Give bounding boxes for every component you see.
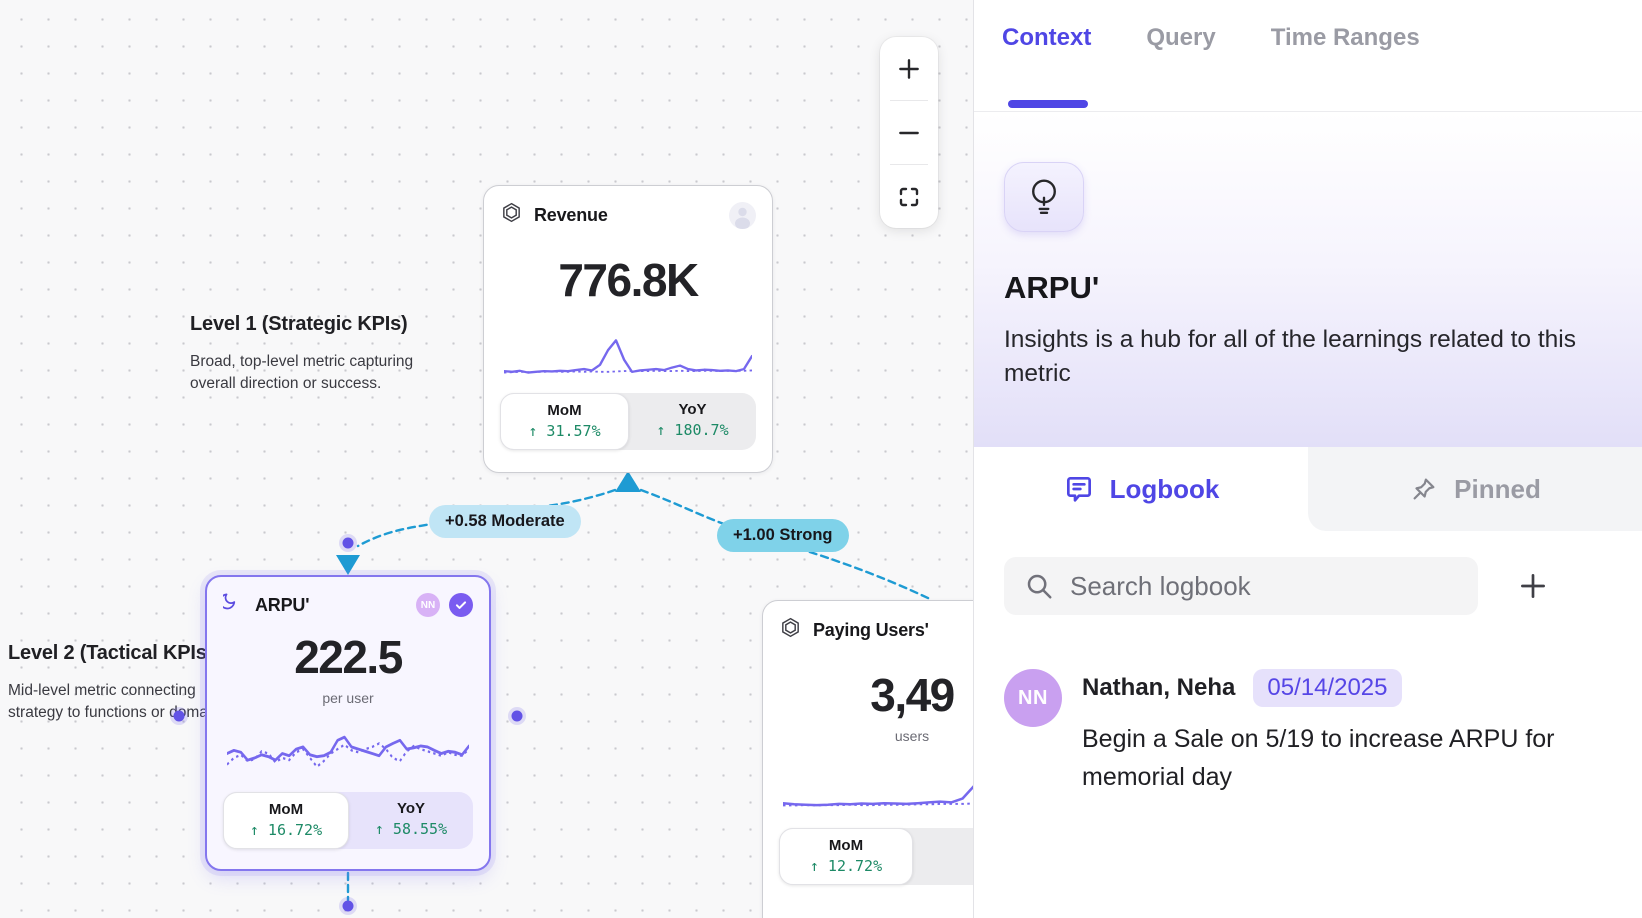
correlation-label-strong: +1.00 Strong	[717, 519, 849, 552]
card-title: ARPU'	[255, 594, 310, 615]
yoy-stat[interactable]: YoY ↑ 58.55%	[374, 800, 448, 838]
metric-title: ARPU'	[1004, 270, 1100, 305]
entry-text: Begin a Sale on 5/19 to increase ARPU fo…	[1082, 725, 1555, 791]
search-input[interactable]	[1070, 570, 1458, 602]
level1-annotation: Level 1 (Strategic KPIs) Broad, top-leve…	[190, 313, 435, 395]
card-title: Paying Users'	[813, 619, 929, 640]
entry-date-badge: 05/14/2025	[1253, 669, 1402, 707]
level2-title: Level 2 (Tactical KPIs)	[8, 642, 214, 664]
correlation-label-moderate: +0.58 Moderate	[429, 505, 581, 538]
mom-stat[interactable]: MoM ↑ 16.72%	[223, 792, 349, 849]
context-panel: Context Query Time Ranges ARPU' Insights…	[973, 0, 1642, 918]
metric-unit: users	[894, 728, 930, 744]
logbook-pinned-tabs: Logbook Pinned	[974, 447, 1642, 531]
entry-author: Nathan, Neha	[1082, 674, 1236, 701]
level2-description: Mid-level metric connecting strategy to …	[8, 682, 208, 721]
zoom-in-button[interactable]	[880, 37, 938, 100]
metric-value: 3,49	[870, 669, 955, 721]
level1-title: Level 1 (Strategic KPIs)	[190, 313, 408, 335]
hexagon-metric-icon	[500, 201, 523, 229]
stats-toggle: MoM ↑ 31.57% YoY ↑ 180.7%	[500, 393, 756, 450]
pin-icon	[1413, 478, 1435, 500]
crescent-moon-icon	[219, 592, 244, 618]
minus-icon	[899, 131, 919, 134]
tab-time-ranges[interactable]: Time Ranges	[1270, 24, 1420, 51]
tab-context[interactable]: Context	[1002, 24, 1092, 51]
metric-card-arpu[interactable]: ARPU' NN 222.5 per user MoM ↑ 16.72% YoY	[205, 575, 491, 871]
fit-view-button[interactable]	[880, 165, 938, 228]
divider	[890, 100, 928, 101]
tab-query[interactable]: Query	[1146, 24, 1216, 51]
owner-avatar-icon	[729, 201, 756, 229]
plus-icon	[1521, 574, 1545, 598]
logbook-comment-icon	[1066, 477, 1091, 502]
divider	[890, 164, 928, 165]
mom-stat[interactable]: MoM ↑ 12.72%	[779, 828, 913, 885]
metric-hero-section: ARPU' Insights is a hub for all of the l…	[974, 112, 1642, 447]
search-icon	[1027, 574, 1052, 599]
canvas-zoom-toolbar	[880, 37, 938, 228]
logbook-content: NN Nathan, Neha 05/14/2025 Begin a Sale …	[974, 531, 1642, 796]
hexagon-metric-icon	[779, 616, 802, 644]
tab-logbook[interactable]: Logbook	[974, 447, 1308, 531]
level1-description: Broad, top-level metric capturing overal…	[190, 353, 414, 392]
yoy-stat[interactable]: YoY ↑ 180.7%	[656, 401, 729, 439]
add-log-entry-button[interactable]	[1516, 569, 1550, 603]
metric-description: Insights is a hub for all of the learnin…	[1004, 326, 1576, 387]
metric-value: 222.5	[294, 631, 403, 683]
verified-badge-icon	[449, 593, 473, 617]
owner-initials-badge: NN	[416, 593, 440, 617]
zoom-out-button[interactable]	[880, 101, 938, 164]
edge-arrow-into-arpu	[336, 555, 360, 575]
mom-stat[interactable]: MoM ↑ 31.57%	[500, 393, 629, 450]
fullscreen-icon	[899, 187, 919, 206]
sparkline-chart	[502, 333, 754, 379]
metric-card-revenue[interactable]: Revenue 776.8K MoM ↑ 31.57% YoY ↑ 180.7%	[483, 185, 773, 473]
stats-toggle: MoM ↑ 12.72%	[779, 828, 1045, 885]
logbook-search[interactable]	[1004, 557, 1478, 615]
metric-tree-canvas[interactable]: +0.58 Moderate +1.00 Strong Level 1 (Str…	[0, 0, 1100, 918]
active-tab-underline	[1008, 100, 1088, 108]
edge-arrow-into-revenue	[615, 471, 641, 492]
tab-pinned[interactable]: Pinned	[1308, 447, 1642, 531]
entry-avatar: NN	[1004, 669, 1062, 727]
panel-tab-bar: Context Query Time Ranges	[974, 0, 1642, 112]
insights-icon-box	[1004, 162, 1084, 232]
stats-toggle: MoM ↑ 16.72% YoY ↑ 58.55%	[223, 792, 473, 849]
sparkline-chart	[225, 720, 471, 778]
logbook-entry[interactable]: NN Nathan, Neha 05/14/2025 Begin a Sale …	[1004, 669, 1612, 796]
card-title: Revenue	[534, 204, 608, 225]
level2-annotation: Level 2 (Tactical KPIs) Mid-level metric…	[8, 642, 233, 724]
lightbulb-icon	[1032, 179, 1056, 215]
metric-value: 776.8K	[558, 254, 699, 306]
metric-unit: per user	[322, 690, 374, 706]
plus-icon	[899, 58, 919, 79]
